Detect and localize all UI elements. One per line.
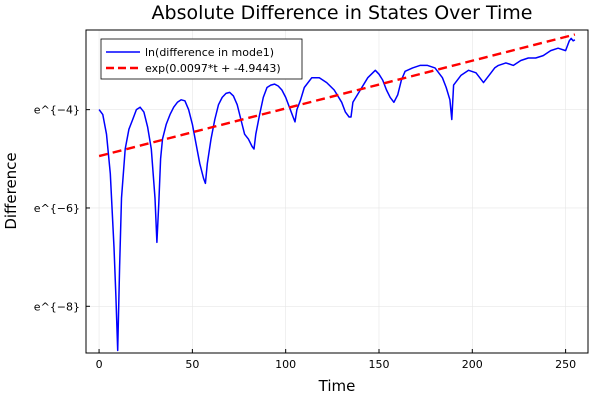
legend-label-series-1: ln(difference in mode1) — [145, 46, 274, 59]
y-axis-label: Difference — [2, 152, 20, 229]
x-tick-label: 50 — [185, 358, 199, 371]
legend-box — [100, 38, 303, 80]
axis-ticks: 0 50 100 150 200 250 e^{−8} e^{−6} e^{−4} — [34, 104, 576, 371]
plot-frame — [85, 29, 589, 354]
legend-label-series-2: exp(0.0097*t + -4.9443) — [145, 62, 281, 75]
x-tick-label: 100 — [275, 358, 296, 371]
x-tick-label: 200 — [462, 358, 483, 371]
legend: ln(difference in mode1) exp(0.0097*t + -… — [100, 38, 303, 80]
x-tick-label: 150 — [368, 358, 389, 371]
plot-series — [98, 33, 576, 352]
chart-title: Absolute Difference in States Over Time — [152, 2, 533, 24]
y-tick-label: e^{−8} — [34, 300, 80, 313]
series-line-1 — [98, 37, 576, 352]
y-tick-label: e^{−4} — [34, 104, 80, 117]
grid — [86, 30, 588, 353]
x-axis-label: Time — [318, 377, 356, 395]
y-tick-label: e^{−6} — [34, 202, 80, 215]
x-tick-label: 250 — [555, 358, 576, 371]
series-line-2 — [98, 33, 576, 158]
x-tick-label: 0 — [96, 358, 103, 371]
